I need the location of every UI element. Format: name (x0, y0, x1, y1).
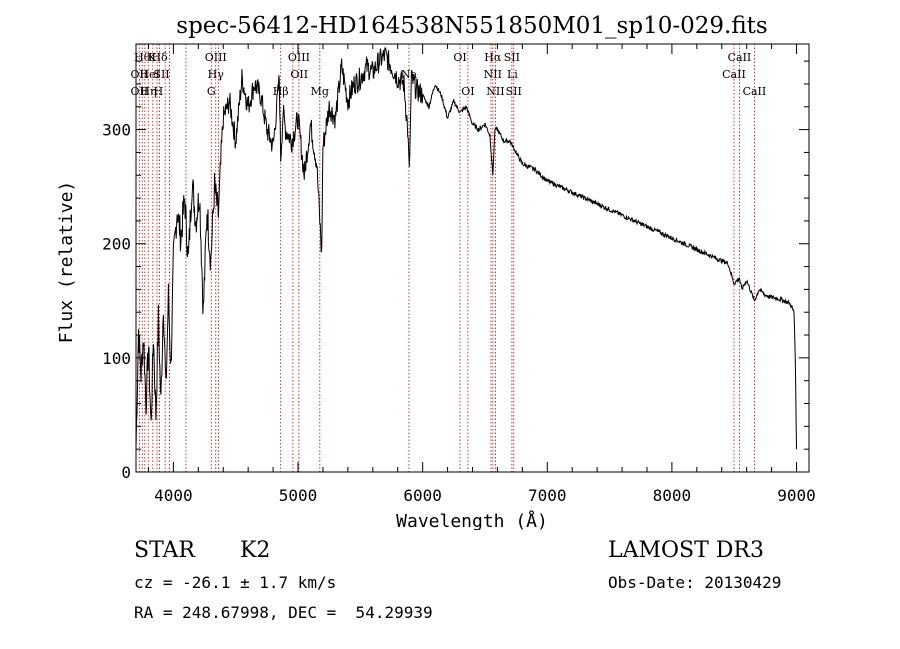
survey-name: LAMOST DR3 (608, 538, 764, 563)
line-label: Hδ (151, 51, 168, 64)
x-tick-label: 6000 (403, 486, 442, 505)
chart-title: spec-56412-HD164538N551850M01_sp10-029.f… (176, 13, 767, 39)
line-label: CaII (722, 68, 746, 81)
line-label: H (154, 85, 164, 98)
axis-ticks: 4000 5000 6000 7000 8000 9000 0 100 200 300 (102, 44, 816, 505)
line-label: NII (486, 85, 504, 98)
x-tick-label: 9000 (777, 486, 816, 505)
line-label: Hη (140, 85, 156, 98)
line-label: OII (290, 68, 308, 81)
line-label: CaII (728, 51, 752, 64)
y-axis-label: Flux (relative) (56, 181, 77, 344)
line-label: OII (131, 85, 149, 98)
line-label: Hγ (208, 68, 225, 81)
x-tick-label: 7000 (528, 486, 567, 505)
spectrum-chart: spec-56412-HD164538N551850M01_sp10-029.f… (56, 13, 816, 530)
line-label: CaII (743, 85, 767, 98)
x-tick-label: 5000 (279, 486, 318, 505)
line-label: Hα (484, 51, 502, 64)
line-label: OII (131, 68, 149, 81)
spectrum-series-line (135, 46, 797, 450)
line-label: OIII (288, 51, 310, 64)
object-class: STAR (134, 538, 195, 563)
line-label: SII (504, 51, 520, 64)
observation-date: Obs-Date: 20130429 (608, 573, 782, 592)
y-tick-label: 100 (102, 349, 131, 368)
x-axis-label: Wavelength (Å) (396, 510, 548, 530)
line-label: OI (461, 85, 474, 98)
ra-dec-coordinates: RA = 248.67998, DEC = 54.29939 (134, 603, 433, 622)
y-tick-label: 0 (121, 463, 131, 482)
plot-frame (135, 43, 810, 473)
line-label: Hβ (273, 85, 289, 98)
line-label: SII (153, 68, 169, 81)
line-label: Mg (311, 85, 329, 98)
emission-line-markers (138, 44, 755, 472)
line-label: Li (507, 68, 518, 81)
line-label: HeI (139, 68, 159, 81)
line-label: OIII (205, 51, 227, 64)
y-tick-label: 300 (102, 121, 131, 140)
x-tick-label: 8000 (653, 486, 692, 505)
x-tick-label: 4000 (154, 486, 193, 505)
line-label: NII (484, 68, 502, 81)
line-label: OI (453, 51, 466, 64)
line-label: G (207, 85, 216, 98)
line-label: K (148, 51, 157, 64)
line-label: SII (506, 85, 522, 98)
redshift-velocity: cz = -26.1 ± 1.7 km/s (134, 573, 337, 592)
y-tick-label: 200 (102, 235, 131, 254)
subclass: K2 (240, 538, 271, 563)
